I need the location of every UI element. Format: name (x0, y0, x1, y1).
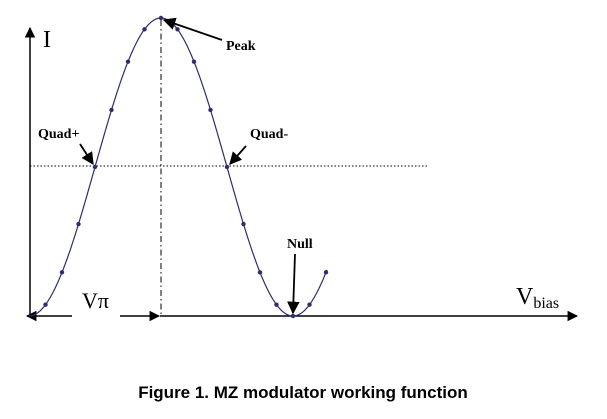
quad-minus-label: Quad- (250, 127, 288, 142)
curve-dot (307, 302, 312, 307)
quad-plus-arrow (79, 143, 94, 166)
null-label: Null (287, 237, 313, 252)
curve-dot (191, 59, 197, 64)
peak-arrow (162, 17, 223, 41)
x-axis-label: Vbias (516, 284, 559, 312)
x-axis-label-sub: bias (533, 295, 559, 312)
curve-dot (43, 302, 48, 307)
quad-plus-label: Quad+ (38, 127, 79, 142)
curve-dot (241, 221, 246, 227)
curve-dot (175, 27, 180, 32)
curve-dot (109, 107, 114, 113)
curve-dot (208, 107, 213, 113)
curve-dot (92, 164, 98, 170)
curve-dot (76, 221, 81, 227)
curve-dot (142, 27, 147, 32)
peak-label: Peak (226, 39, 256, 54)
curve-dot (125, 59, 131, 64)
curve-dot (274, 302, 279, 307)
v-pi-label: Vπ (82, 288, 109, 313)
curve-dots (43, 15, 329, 319)
caption: Figure 1. MZ modulator working function (138, 383, 468, 402)
transfer-curve (28, 17, 328, 317)
y-axis-label: I (43, 27, 51, 53)
curve-dot (290, 313, 296, 319)
curve-dot (158, 15, 164, 21)
quad-minus-arrow (229, 145, 247, 165)
curve-dot (323, 270, 329, 275)
curve-dot (224, 164, 230, 170)
x-axis-label-main: V (516, 284, 534, 310)
null-arrow (287, 253, 300, 315)
curve-dot (257, 270, 263, 275)
curve-dot (59, 270, 65, 275)
